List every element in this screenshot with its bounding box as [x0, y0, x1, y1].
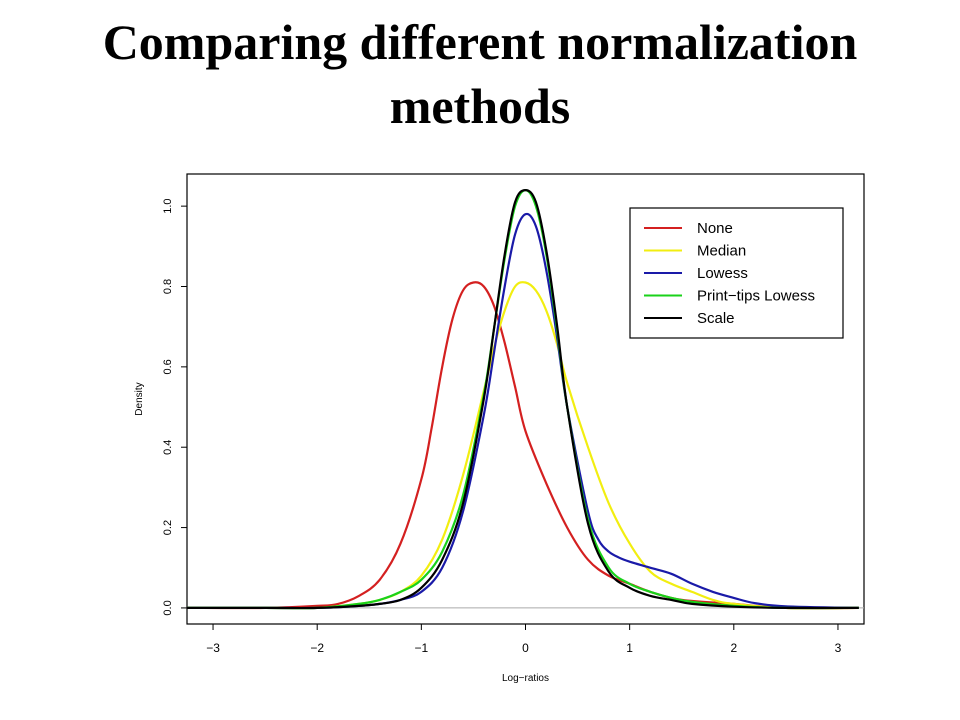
legend-label-2: Lowess	[697, 265, 748, 282]
y-tick-label: 1.0	[162, 198, 174, 213]
x-tick-label: 0	[522, 641, 529, 655]
series-line-4	[187, 189, 859, 610]
legend-label-1: Median	[697, 243, 746, 260]
legend-label-4: Scale	[697, 310, 735, 327]
y-tick-label: 0.6	[162, 359, 174, 374]
x-axis-label: Log−ratios	[502, 673, 549, 684]
legend: None Median Lowess Print−tips Lowess Scale	[629, 207, 844, 339]
slide-title: Comparing different normalization method…	[0, 10, 960, 138]
x-tick-label: 2	[730, 641, 737, 655]
axes-group: −3 −2 −1 0 1 2 3 0.0 0.2 0.4 0.6 0.8 1.0 Log−ratios De…	[134, 173, 865, 684]
x-tick-label: 1	[626, 641, 633, 655]
x-tick-label: −3	[206, 641, 220, 655]
y-tick-label: 0.4	[162, 440, 174, 455]
y-tick-label: 0.2	[162, 520, 174, 535]
x-tick-label: −2	[310, 641, 324, 655]
x-tick-label: 3	[835, 641, 842, 655]
legend-label-0: None	[697, 220, 733, 237]
x-tick-label: −1	[415, 641, 429, 655]
y-axis-label: Density	[134, 382, 145, 415]
slide-title-line-2: methods	[389, 78, 571, 134]
series-group	[186, 189, 859, 610]
y-tick-label: 0.0	[162, 600, 174, 615]
y-tick-label: 0.8	[162, 279, 174, 294]
slide-title-line-1: Comparing different normalization	[102, 14, 858, 70]
legend-label-3: Print−tips Lowess	[697, 288, 815, 305]
